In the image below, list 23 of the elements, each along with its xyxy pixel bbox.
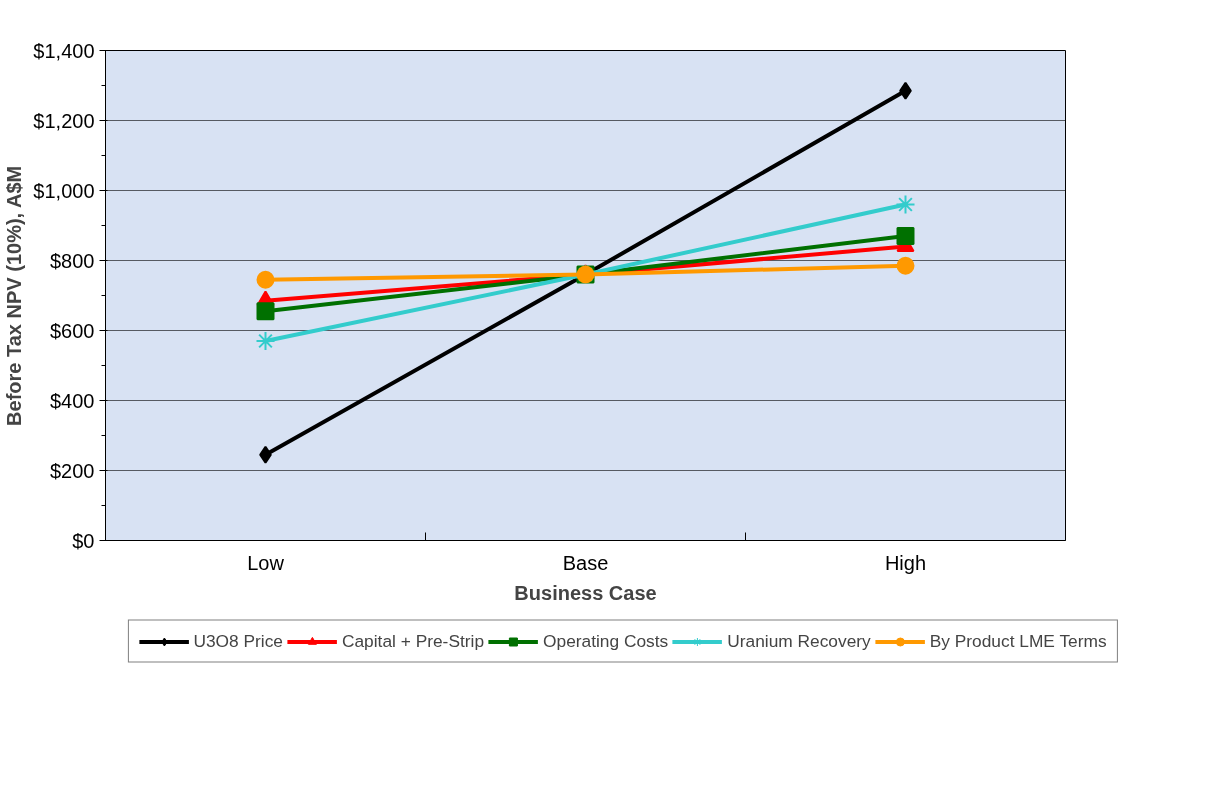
- legend-label: Operating Costs: [543, 630, 669, 652]
- y-tick-label: $1,200: [33, 109, 95, 132]
- y-tick-label: $600: [50, 319, 95, 342]
- y-tick-label: $1,000: [33, 179, 95, 202]
- legend-label: By Product LME Terms: [929, 630, 1107, 652]
- y-tick-label: $0: [72, 529, 95, 552]
- point: [895, 194, 916, 215]
- y-axis-title: Before Tax NPV (10%), A$M: [3, 165, 26, 426]
- x-tick-label: Low: [247, 551, 285, 574]
- point: [255, 331, 276, 351]
- y-tick-label: $800: [50, 249, 95, 272]
- x-tick-label: Base: [562, 551, 609, 574]
- legend-label: Capital + Pre-Strip: [341, 630, 485, 652]
- y-tick-label: $1,400: [33, 39, 95, 62]
- x-tick-label: High: [884, 551, 927, 574]
- y-tick-label: $200: [50, 459, 95, 482]
- point: [256, 270, 275, 289]
- legend-label: Uranium Recovery: [727, 630, 871, 652]
- point: [256, 302, 275, 321]
- x-axis-title: Business Case: [514, 581, 657, 604]
- legend-label: U3O8 Price: [193, 630, 283, 652]
- point: [896, 256, 915, 275]
- y-tick-label: $400: [50, 389, 95, 412]
